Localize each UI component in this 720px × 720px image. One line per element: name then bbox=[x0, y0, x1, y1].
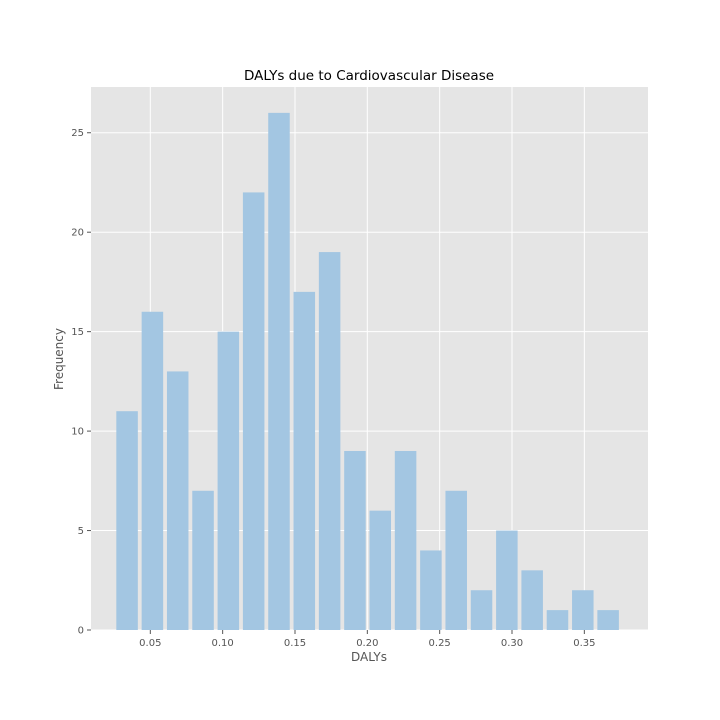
y-tick-label-3: 15 bbox=[71, 327, 84, 338]
x-axis-label: DALYs bbox=[351, 650, 387, 664]
histogram-bar-10 bbox=[369, 510, 392, 630]
histogram-bar-0 bbox=[116, 411, 138, 630]
y-axis-ticks: 0 5 10 15 20 25 bbox=[71, 128, 91, 637]
x-tick-label-6: 0.35 bbox=[573, 638, 595, 649]
histogram-bar-15 bbox=[496, 530, 518, 630]
y-tick-label-5: 25 bbox=[71, 128, 84, 139]
x-axis-ticks: 0.05 0.10 0.15 0.20 0.25 0.30 0.35 bbox=[139, 630, 595, 649]
histogram-bar-2 bbox=[166, 371, 189, 630]
x-tick-label-5: 0.30 bbox=[501, 638, 523, 649]
histogram-bar-13 bbox=[445, 490, 467, 630]
histogram-bar-6 bbox=[268, 112, 290, 631]
histogram-bar-16 bbox=[521, 570, 543, 630]
histogram-bar-12 bbox=[420, 550, 442, 630]
histogram-bar-9 bbox=[344, 450, 366, 630]
y-tick-label-2: 10 bbox=[71, 427, 84, 438]
x-tick-label-1: 0.10 bbox=[212, 638, 234, 649]
histogram-bar-8 bbox=[318, 252, 341, 631]
histogram-bar-4 bbox=[217, 331, 240, 630]
histogram-bar-14 bbox=[470, 590, 493, 630]
y-tick-label-1: 5 bbox=[78, 526, 84, 537]
histogram-bar-3 bbox=[192, 490, 214, 630]
chart-title: DALYs due to Cardiovascular Disease bbox=[244, 68, 494, 84]
x-tick-label-3: 0.20 bbox=[356, 638, 378, 649]
x-tick-label-4: 0.25 bbox=[429, 638, 451, 649]
x-tick-label-0: 0.05 bbox=[139, 638, 161, 649]
histogram-bar-19 bbox=[597, 610, 619, 630]
bars bbox=[116, 112, 619, 631]
histogram-bar-1 bbox=[141, 311, 164, 630]
histogram-bar-5 bbox=[242, 192, 265, 630]
histogram-bar-7 bbox=[293, 291, 316, 630]
x-tick-label-2: 0.15 bbox=[284, 638, 306, 649]
y-axis-label: Frequency bbox=[52, 328, 66, 390]
histogram-bar-11 bbox=[394, 450, 417, 630]
histogram-bar-17 bbox=[546, 610, 569, 630]
histogram-bar-18 bbox=[572, 590, 594, 630]
y-tick-label-0: 0 bbox=[78, 626, 84, 637]
y-tick-label-4: 20 bbox=[71, 228, 84, 239]
